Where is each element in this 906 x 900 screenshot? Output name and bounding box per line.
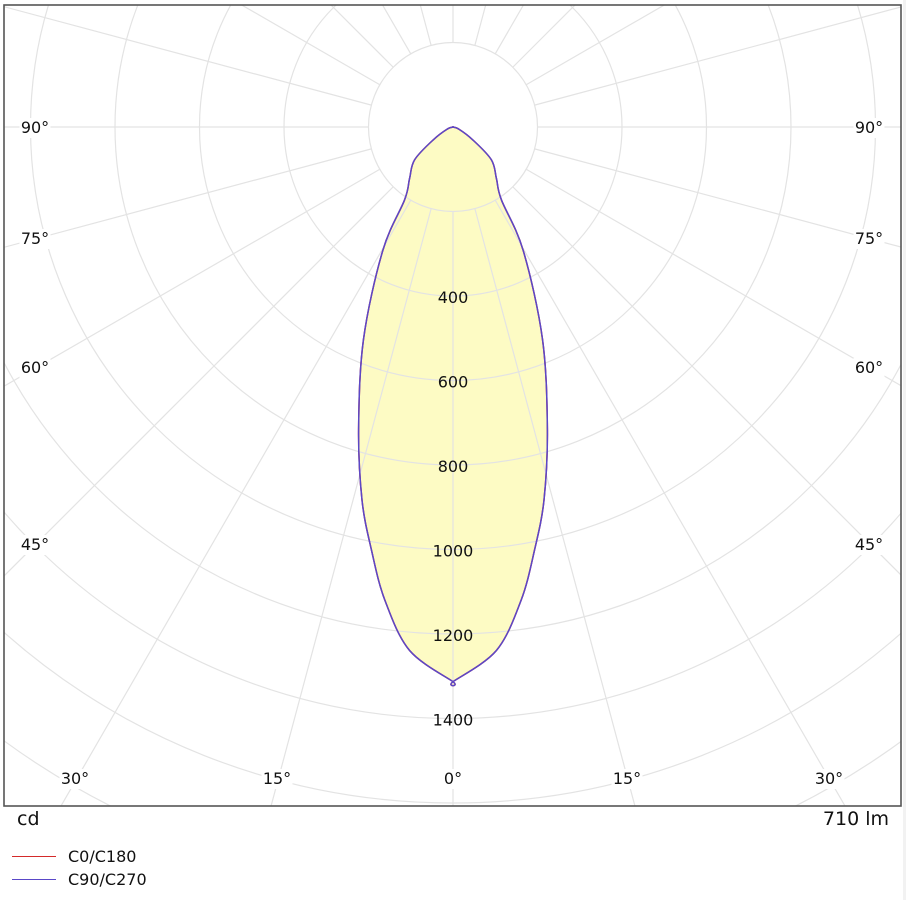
angle-label: 45° — [855, 535, 883, 554]
ring-label: 600 — [438, 373, 469, 392]
plot-frame — [3, 4, 902, 807]
ring-label: 400 — [438, 288, 469, 307]
angle-label: 90° — [855, 118, 883, 137]
radial-line — [534, 148, 901, 248]
angle-label: 75° — [855, 229, 883, 248]
angle-label: 15° — [613, 769, 641, 788]
legend-label: C0/C180 — [68, 846, 137, 866]
legend-item-c90-c270: C90/C270 — [12, 869, 147, 889]
ring-label: 1000 — [433, 542, 474, 561]
legend-item-c0-c180: C0/C180 — [12, 846, 136, 866]
radial-line — [474, 208, 636, 806]
curve-c90-c270 — [357, 125, 549, 687]
legend-line-red-icon — [12, 855, 56, 857]
legend-line-blue-icon — [12, 878, 56, 880]
intensity-curves — [357, 125, 549, 687]
angle-label: 90° — [21, 118, 49, 137]
angle-label: 30° — [61, 769, 89, 788]
angle-label: 15° — [263, 769, 291, 788]
ring-label: 800 — [438, 457, 469, 476]
intensity-ring-labels: 400 600 800 1000 1200 1400 — [433, 288, 474, 730]
angle-label: 30° — [815, 769, 843, 788]
radial-line — [4, 186, 394, 577]
legend-label: C90/C270 — [68, 869, 147, 889]
radial-line — [60, 199, 412, 806]
ring-label: 1200 — [433, 626, 474, 645]
angle-label: 75° — [21, 229, 49, 248]
angle-label: 0° — [444, 769, 462, 788]
unit-label-cd: cd — [17, 808, 40, 830]
angle-label: 60° — [21, 358, 49, 377]
radial-line — [534, 6, 901, 106]
radial-line — [525, 168, 901, 387]
radial-line — [270, 208, 432, 806]
angle-label: 45° — [21, 535, 49, 554]
radial-line — [4, 148, 372, 248]
radial-line — [4, 168, 381, 387]
ring-label: 1400 — [433, 711, 474, 730]
window-edge — [903, 0, 906, 900]
radial-line — [494, 199, 846, 806]
luminous-flux-label: 710 lm — [822, 808, 889, 830]
radial-line — [512, 186, 901, 576]
angle-label: 60° — [855, 358, 883, 377]
angle-labels: 90° 75° 60° 45° 30° 15° 0° 15° 30° 45° 60° 75° 90° — [19, 118, 885, 789]
radial-line — [4, 6, 372, 106]
